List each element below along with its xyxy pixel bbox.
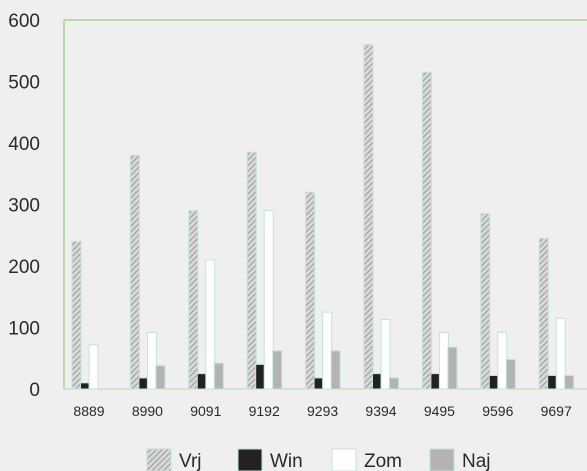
x-tick-label: 9394 xyxy=(365,403,396,419)
legend-swatch-vrj xyxy=(146,448,172,471)
y-tick-label: 400 xyxy=(8,134,40,155)
bar-zom xyxy=(380,319,391,390)
y-tick-labels: 0 100 200 300 400 500 600 xyxy=(8,11,40,401)
bar-naj xyxy=(389,377,399,390)
bar-zom xyxy=(555,317,566,390)
bar-zom xyxy=(146,331,157,390)
x-tick-label: 8990 xyxy=(132,403,163,419)
bars xyxy=(71,44,575,390)
bar-zom xyxy=(438,331,449,390)
bar-win xyxy=(255,363,266,390)
bar-naj xyxy=(155,365,166,390)
bar-vrj xyxy=(305,191,316,390)
legend-swatch-zom xyxy=(331,448,357,471)
bar-vrj xyxy=(538,237,549,390)
legend-swatch-win xyxy=(237,448,263,471)
bar-win xyxy=(430,373,441,390)
bar-zom xyxy=(322,311,333,390)
legend: Vrj Win Zom Naj xyxy=(146,448,491,471)
bar-win xyxy=(138,377,149,390)
bar-zom xyxy=(497,331,508,390)
y-tick-label: 100 xyxy=(8,319,40,340)
y-tick-label: 200 xyxy=(8,257,40,278)
bar-vrj xyxy=(363,44,374,390)
x-tick-label: 9495 xyxy=(424,403,455,419)
bar-win xyxy=(547,374,558,390)
y-tick-label: 0 xyxy=(29,380,40,401)
legend-label-vrj: Vrj xyxy=(179,451,202,471)
x-tick-label: 9596 xyxy=(482,403,513,419)
bar-naj xyxy=(330,350,341,390)
x-tick-label: 9697 xyxy=(541,403,572,419)
x-tick-label: 8889 xyxy=(73,403,104,419)
bar-win xyxy=(196,373,207,390)
x-tick-label: 9293 xyxy=(307,403,338,419)
bar-vrj xyxy=(480,213,491,390)
bar-zom xyxy=(205,259,216,390)
x-tick-label: 9192 xyxy=(249,403,280,419)
bar-vrj xyxy=(246,151,257,390)
bar-vrj xyxy=(129,154,140,390)
bar-naj xyxy=(564,374,575,390)
bar-vrj xyxy=(421,71,432,390)
bar-zom xyxy=(88,344,99,390)
x-tick-label: 9091 xyxy=(190,403,221,419)
bar-zom xyxy=(263,210,274,390)
bar-vrj xyxy=(188,210,199,390)
y-tick-label: 300 xyxy=(8,196,40,217)
bar-win xyxy=(488,374,499,390)
legend-label-naj: Naj xyxy=(462,451,491,471)
bar-naj xyxy=(447,346,458,390)
bar-win xyxy=(80,382,90,390)
category-labels: 8889 8990 9091 9192 9293 9394 9495 9596 9697 xyxy=(73,403,572,419)
y-tick-label: 500 xyxy=(8,73,40,94)
y-tick-label: 600 xyxy=(8,11,40,32)
bar-naj xyxy=(505,358,516,390)
bar-naj xyxy=(272,350,283,390)
legend-label-win: Win xyxy=(270,451,303,471)
legend-label-zom: Zom xyxy=(364,451,402,471)
legend-swatch-naj xyxy=(429,448,455,471)
bar-vrj xyxy=(71,240,82,390)
bar-naj xyxy=(213,362,224,390)
bar-win xyxy=(313,377,324,390)
bar-win xyxy=(372,373,382,390)
